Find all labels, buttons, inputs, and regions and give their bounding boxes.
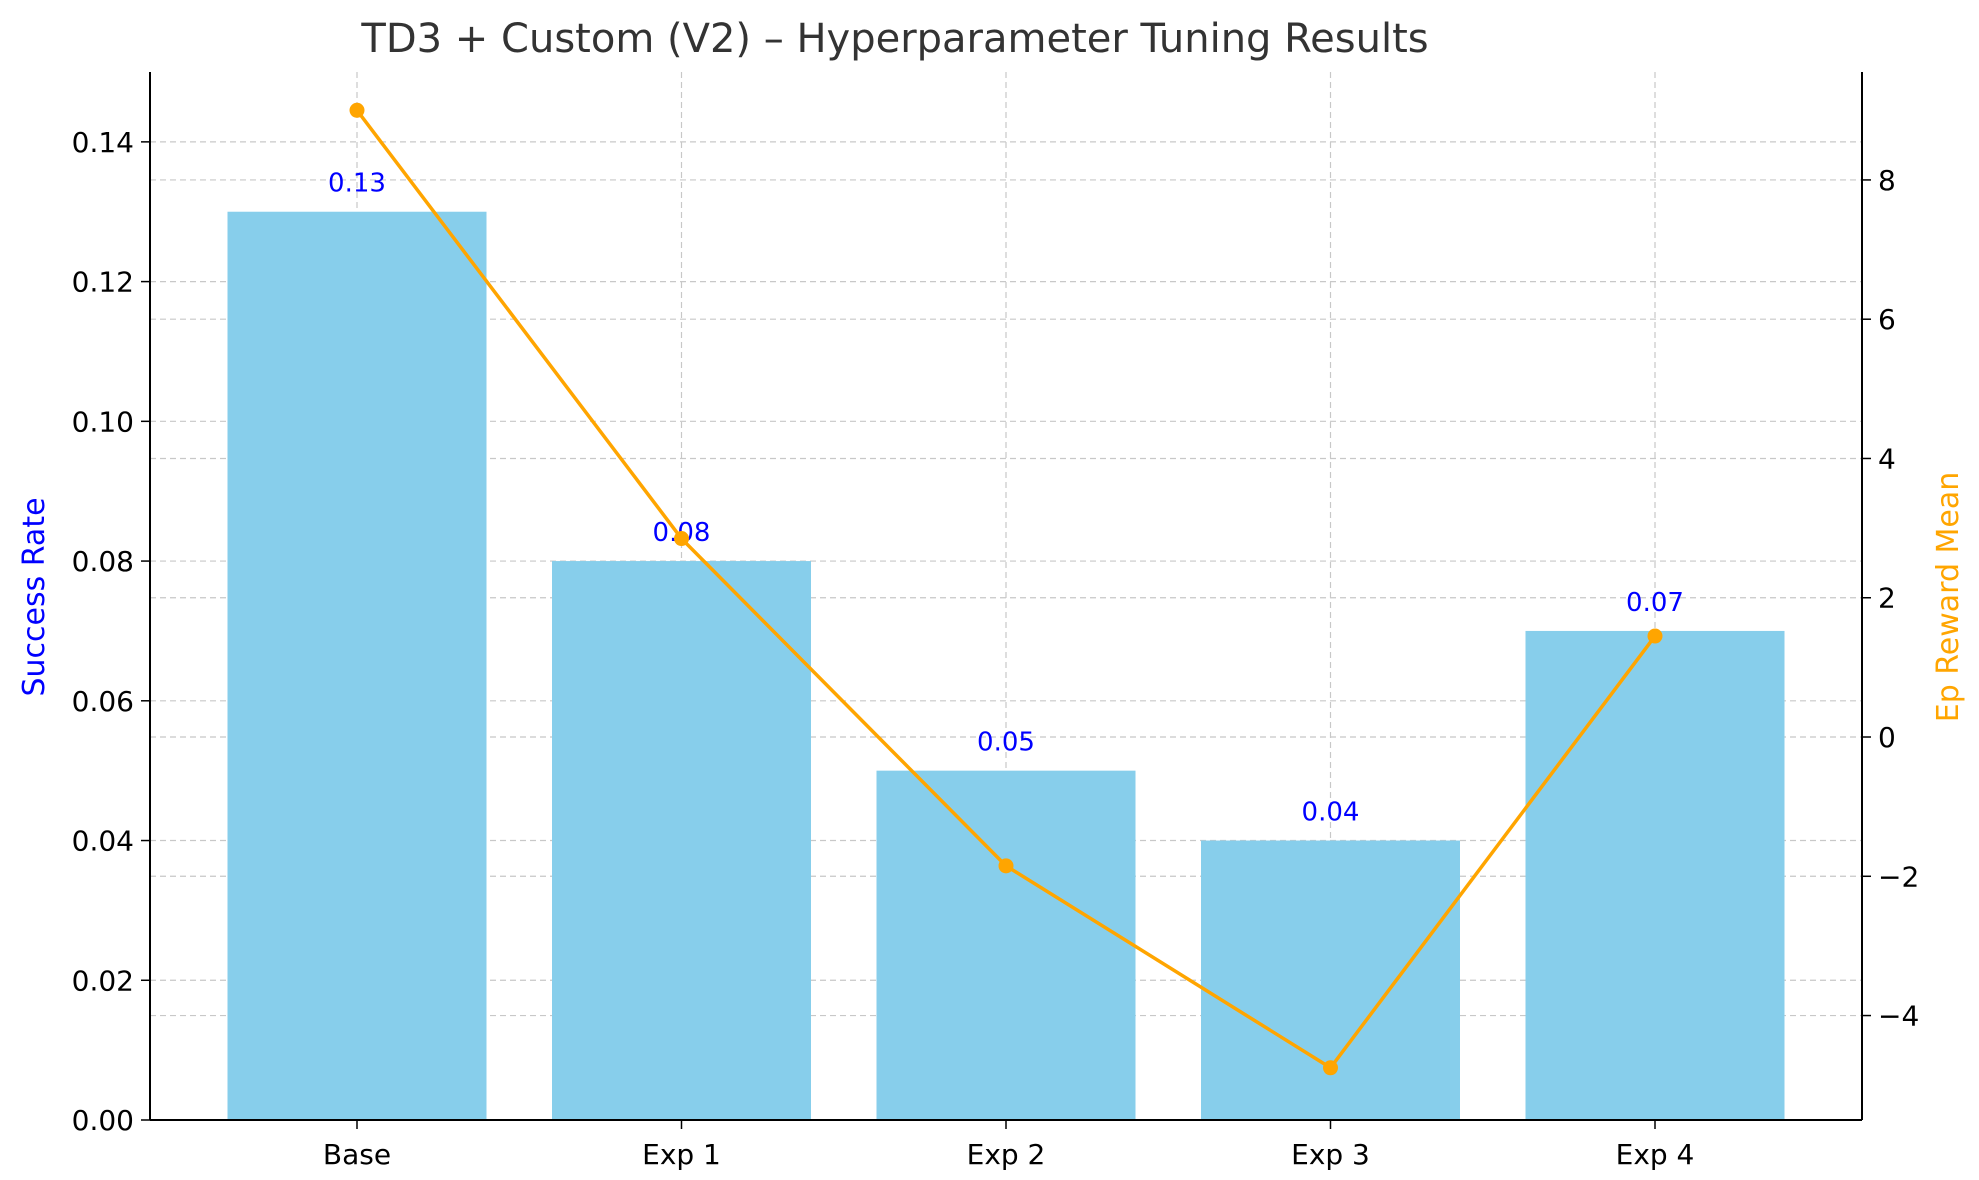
left-tick-label: 0.02 [72, 964, 134, 997]
x-tick-label: Exp 4 [1616, 1138, 1695, 1171]
x-axis-ticks: Base Exp 1 Exp 2 Exp 3 Exp 4 [323, 1120, 1694, 1171]
right-tick-label: −4 [1878, 1000, 1919, 1033]
right-tick-label: 0 [1878, 721, 1896, 754]
bar-value-label: 0.04 [1302, 798, 1360, 828]
reward-point [1647, 628, 1663, 644]
right-tick-label: 6 [1878, 303, 1896, 336]
bar-value-labels: 0.130.080.050.040.07 [328, 169, 1684, 828]
bar [1201, 840, 1460, 1120]
reward-point [349, 102, 365, 118]
bar-value-label: 0.13 [328, 169, 386, 199]
reward-line-series [349, 102, 1663, 1076]
bar-value-label: 0.07 [1626, 588, 1684, 618]
x-tick-label: Exp 3 [1291, 1138, 1370, 1171]
right-tick-label: 2 [1878, 582, 1896, 615]
right-tick-label: 4 [1878, 442, 1896, 475]
right-axis-ticks: −4 −2 0 2 4 6 8 [1862, 164, 1919, 1033]
reward-point [998, 858, 1014, 874]
x-tick-label: Exp 2 [967, 1138, 1046, 1171]
y-axis-left-label: Success Rate [17, 497, 52, 696]
bar [876, 770, 1136, 1120]
left-tick-label: 0.08 [72, 545, 134, 578]
left-tick-label: 0.04 [72, 825, 134, 858]
chart-title: TD3 + Custom (V2) – Hyperparameter Tunin… [360, 16, 1428, 62]
left-tick-label: 0.00 [72, 1104, 134, 1137]
right-tick-label: 8 [1878, 164, 1896, 197]
bar [1525, 630, 1785, 1120]
left-axis-ticks: 0.00 0.02 0.04 0.06 0.08 0.10 0.12 0.14 [72, 126, 150, 1137]
bar [552, 561, 811, 1120]
bars [227, 211, 1785, 1120]
left-tick-label: 0.14 [72, 126, 134, 159]
left-tick-label: 0.10 [72, 405, 134, 438]
bar [227, 211, 487, 1120]
bar-value-label: 0.05 [977, 728, 1035, 758]
reward-point [674, 531, 689, 547]
left-tick-label: 0.06 [72, 685, 134, 718]
reward-point [1323, 1060, 1338, 1076]
right-tick-label: −2 [1878, 860, 1919, 893]
x-tick-label: Exp 1 [642, 1138, 721, 1171]
left-tick-label: 0.12 [72, 266, 134, 299]
y-axis-right-label: Ep Reward Mean [1931, 472, 1966, 723]
x-tick-label: Base [323, 1138, 391, 1171]
